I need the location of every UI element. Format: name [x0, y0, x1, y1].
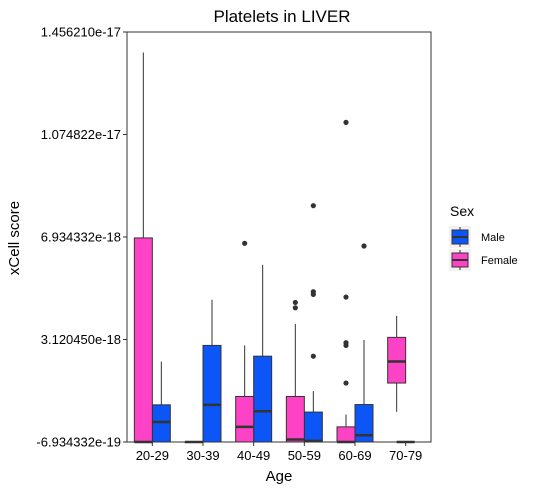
box-body — [253, 355, 273, 443]
outlier-point — [310, 353, 316, 359]
plot-area — [126, 31, 432, 444]
outlier-point — [242, 240, 248, 246]
chart-title: Platelets in LIVER — [213, 7, 350, 26]
x-tick-label: 70-79 — [389, 448, 422, 463]
box-body — [151, 404, 171, 443]
legend-label-male: Male — [481, 232, 505, 244]
x-tick-label: 60-69 — [338, 448, 371, 463]
box-male-60-69 — [354, 243, 374, 443]
box-body — [202, 344, 222, 443]
outlier-point — [343, 340, 349, 346]
x-axis-ticks: 20-29 30-39 40-49 50-59 60-69 70-79 — [136, 442, 422, 463]
box-female-60-69 — [336, 119, 356, 444]
outlier-point — [310, 203, 316, 209]
box-body — [303, 411, 323, 443]
box-female-50-59 — [285, 299, 305, 443]
legend: Sex Male Female — [449, 203, 518, 271]
box-female-70-79 — [387, 315, 407, 412]
plot-panel — [126, 31, 432, 443]
y-axis-ticks: -6.934332e-19 3.120450e-18 6.934332e-18 1.0… — [36, 25, 127, 450]
box-male-20-29 — [151, 361, 171, 443]
box-female-40-49 — [235, 240, 255, 443]
box-male-50-59 — [303, 203, 323, 443]
x-tick-label: 20-29 — [136, 448, 169, 463]
box-female-20-29 — [133, 52, 153, 444]
x-tick-label: 50-59 — [288, 448, 321, 463]
box-body — [285, 395, 305, 443]
outlier-point — [292, 299, 298, 306]
box-male-30-39 — [202, 299, 222, 443]
box-body — [336, 426, 356, 443]
y-tick-label: 1.456210e-17 — [41, 25, 121, 40]
outlier-point — [292, 305, 298, 311]
outlier-point — [343, 380, 349, 386]
outlier-point — [310, 289, 316, 295]
legend-title: Sex — [450, 203, 474, 219]
legend-label-female: Female — [481, 255, 518, 267]
y-tick-label: 6.934332e-18 — [41, 230, 121, 245]
box-body — [133, 237, 153, 443]
x-axis-title: Age — [266, 468, 293, 485]
legend-item-male: Male — [449, 226, 505, 248]
box-female-30-39 — [184, 440, 204, 444]
outlier-point — [343, 294, 349, 300]
y-tick-label: 3.120450e-18 — [41, 332, 121, 347]
box-body — [235, 395, 255, 443]
y-tick-label: 1.074822e-17 — [41, 127, 121, 142]
x-tick-label: 30-39 — [186, 448, 219, 463]
x-tick-label: 40-49 — [237, 448, 270, 463]
legend-item-female: Female — [449, 249, 518, 271]
box-body — [387, 336, 407, 384]
box-body — [354, 404, 374, 443]
y-axis-title: xCell score — [6, 201, 23, 275]
outlier-point — [343, 119, 349, 125]
y-tick-label: -6.934332e-19 — [36, 435, 121, 450]
outlier-point — [361, 243, 367, 249]
